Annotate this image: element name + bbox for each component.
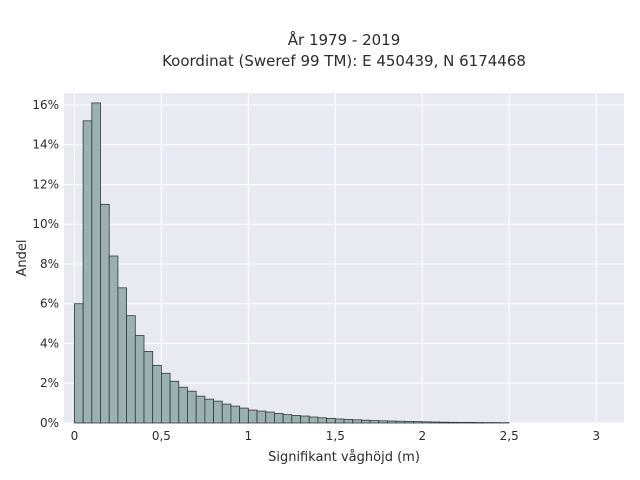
histogram-bar: [300, 415, 310, 424]
histogram-bar: [160, 372, 171, 424]
y-tick-label: 16%: [32, 98, 59, 112]
y-tick-label: 0%: [40, 416, 59, 430]
histogram-bar: [274, 413, 284, 424]
histogram-bar: [456, 422, 467, 424]
histogram-bar: [178, 386, 188, 424]
x-axis-label: Signifikant våghöjd (m): [268, 450, 420, 465]
histogram-bar: [352, 419, 362, 424]
y-tick-label: 12%: [32, 177, 59, 191]
histogram-bar: [404, 421, 414, 424]
histogram-bar: [360, 419, 371, 424]
histogram-bar: [143, 351, 154, 424]
histogram-bar: [317, 417, 328, 424]
histogram-bar: [334, 418, 345, 424]
histogram-bar: [247, 409, 258, 424]
histogram-bar: [195, 395, 206, 424]
y-tick-label: 4%: [40, 336, 59, 350]
y-tick-label: 14%: [32, 138, 59, 152]
histogram-bar: [439, 421, 449, 424]
y-tick-label: 6%: [40, 297, 59, 311]
histogram-bar: [152, 364, 162, 424]
x-tick-label: 1,5: [326, 429, 345, 443]
x-tick-label: 0: [71, 429, 79, 443]
histogram-bar: [134, 335, 145, 424]
x-tick-label: 2,5: [500, 429, 519, 443]
histogram-bar: [430, 421, 441, 424]
bars: [74, 102, 510, 424]
chart-title-line1: År 1979 - 2019: [288, 30, 401, 49]
chart-title-line2: Koordinat (Sweref 99 TM): E 450439, N 61…: [162, 52, 526, 70]
histogram-bar: [213, 400, 223, 424]
histogram-bar: [82, 120, 93, 424]
histogram-bar: [343, 419, 354, 424]
histogram-bar: [291, 415, 301, 424]
histogram-bar: [465, 422, 475, 424]
histogram-bar: [108, 255, 119, 424]
y-axis-label: Andel: [15, 240, 30, 277]
histogram-bar: [126, 315, 136, 424]
histogram-bar: [239, 407, 249, 424]
x-tick-label: 1: [245, 429, 253, 443]
histogram-bar: [326, 418, 336, 424]
y-tick-label: 10%: [32, 217, 59, 231]
histogram-bar: [369, 420, 380, 424]
histogram-bar: [387, 420, 397, 424]
histogram-bar: [117, 287, 128, 424]
histogram-bar: [421, 421, 432, 424]
histogram-bar: [413, 421, 423, 424]
histogram-bar: [204, 398, 214, 424]
histogram-bar: [447, 421, 458, 424]
histogram-bar: [91, 102, 101, 424]
x-tick-label: 0,5: [152, 429, 171, 443]
x-tick-label: 2: [418, 429, 426, 443]
x-tick-label: 3: [592, 429, 600, 443]
y-tick-label: 2%: [40, 376, 59, 390]
histogram-bar: [169, 380, 180, 424]
histogram-bar: [395, 420, 406, 424]
histogram-bar: [265, 411, 275, 424]
histogram-bar: [74, 303, 84, 424]
histogram-bar: [308, 416, 319, 424]
tick-labels: 0% 2% 4% 6% 8% 10% 12% 14% 16% 0 0,5 1 1,5 2 2,5 3: [32, 98, 600, 443]
histogram-bar: [187, 390, 197, 424]
histogram-bar: [230, 405, 241, 424]
histogram-bar: [256, 410, 267, 424]
histogram-bar: [221, 403, 232, 424]
histogram-bar: [282, 414, 293, 424]
histogram-bar: [100, 203, 110, 424]
histogram-bar: [378, 420, 388, 424]
y-tick-label: 8%: [40, 257, 59, 271]
